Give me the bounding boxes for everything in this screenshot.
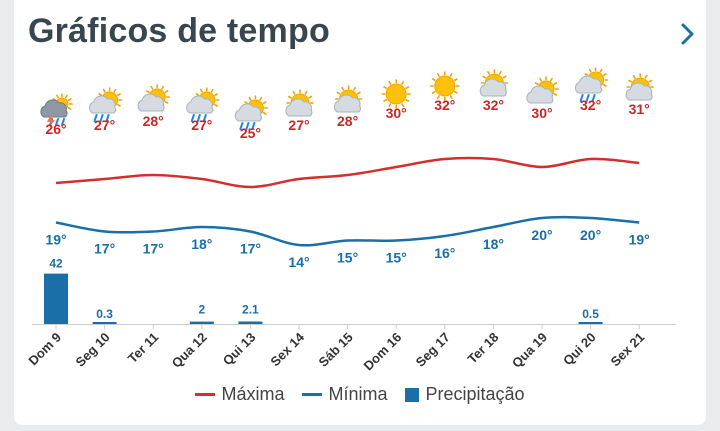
max-temp-label: 30° xyxy=(531,105,552,121)
sun-icon-7 xyxy=(381,79,412,109)
chevron-right-icon[interactable] xyxy=(674,20,702,48)
cloud-sun-icon-10 xyxy=(526,76,559,104)
partly-sunny-icon-12 xyxy=(625,73,655,101)
max-temp-label: 27° xyxy=(191,117,212,133)
partly-sunny-icon-6 xyxy=(333,85,363,113)
max-temp-label: 27° xyxy=(288,117,309,133)
precip-bar xyxy=(44,273,68,324)
legend-swatch-precip xyxy=(405,387,420,402)
x-tick-label: Seg 10 xyxy=(72,330,112,370)
chart-legend: Máxima Mínima Precipitação xyxy=(14,384,706,405)
precip-label: 0.3 xyxy=(96,307,113,321)
min-temp-label: 15° xyxy=(386,250,407,266)
max-temp-line xyxy=(55,156,640,189)
precip-bar xyxy=(238,321,263,324)
legend-item-precip[interactable]: Precipitação xyxy=(405,384,525,405)
x-tick-label: Qua 12 xyxy=(169,330,210,371)
min-temp-label: 18° xyxy=(483,236,504,252)
precip-bar xyxy=(578,322,603,324)
legend-item-min[interactable]: Mínima xyxy=(302,384,387,405)
max-temp-label: 31° xyxy=(629,101,650,117)
min-temp-label: 19° xyxy=(45,232,66,248)
min-temp-label: 19° xyxy=(629,232,650,248)
max-temp-label: 28° xyxy=(143,113,164,129)
x-tick-label: Seg 17 xyxy=(413,330,453,370)
min-temp-label: 20° xyxy=(580,227,601,243)
thunderstorm-icon-0 xyxy=(40,93,73,128)
legend-label-max: Máxima xyxy=(221,384,285,404)
partly-sunny-icon-5 xyxy=(285,89,314,117)
precip-label: 0.5 xyxy=(582,307,599,321)
min-temp-label: 18° xyxy=(191,236,212,252)
min-temp-label: 17° xyxy=(240,241,261,257)
x-tick-label: Sáb 15 xyxy=(315,330,355,370)
precip-bar xyxy=(189,321,214,324)
x-tick-label: Ter 11 xyxy=(125,330,162,367)
x-tick-label: Sex 21 xyxy=(608,330,648,370)
rain-sun-icon-4 xyxy=(234,95,269,130)
x-tick-label: Dom 16 xyxy=(361,330,405,374)
max-temp-label: 28° xyxy=(337,113,358,129)
legend-swatch-min xyxy=(302,393,323,396)
precip-label: 2 xyxy=(198,303,205,317)
rain-sun-icon-1 xyxy=(88,87,123,122)
min-temp-label: 14° xyxy=(288,254,309,270)
x-tick-label: Ter 18 xyxy=(465,330,502,367)
legend-item-max[interactable]: Máxima xyxy=(195,384,284,405)
x-tick-label: Dom 9 xyxy=(25,330,64,369)
precip-bar xyxy=(92,322,117,324)
precip-label: 2.1 xyxy=(242,302,259,316)
legend-label-min: Mínima xyxy=(328,384,388,404)
page-title: Gráficos de tempo xyxy=(28,12,330,50)
max-temp-label: 30° xyxy=(386,105,407,121)
x-tick-label: Sex 14 xyxy=(267,329,307,369)
max-temp-label: 32° xyxy=(483,97,504,113)
min-temp-label: 20° xyxy=(531,227,552,243)
legend-swatch-max xyxy=(195,393,216,396)
min-temp-line xyxy=(55,215,640,247)
rain-sun-icon-3 xyxy=(186,87,220,122)
max-temp-label: 26° xyxy=(45,121,66,137)
precip-label: 42 xyxy=(49,257,63,271)
legend-label-precip: Precipitação xyxy=(425,384,525,404)
sun-icon-8 xyxy=(429,71,460,101)
min-temp-label: 15° xyxy=(337,250,358,266)
min-temp-label: 17° xyxy=(143,241,164,257)
max-temp-label: 25° xyxy=(240,125,261,141)
cloud-sun-icon-2 xyxy=(137,84,170,112)
x-tick-label: Qua 19 xyxy=(509,330,550,371)
rain-sun-icon-11 xyxy=(574,67,609,102)
weather-chart-card: Gráficos de tempo 42 0.3 2 2.1 0.5 26° 27° 28° 2… xyxy=(14,0,706,425)
x-tick-label: Qui 20 xyxy=(560,330,599,369)
max-temp-label: 32° xyxy=(580,97,601,113)
min-temp-label: 16° xyxy=(434,245,455,261)
max-temp-label: 32° xyxy=(434,97,455,113)
max-temp-label: 27° xyxy=(94,117,115,133)
weather-chart: 42 0.3 2 2.1 0.5 26° 27° 28° 27° 25° 27° 28° 30° 32° 3… xyxy=(25,67,676,374)
min-temp-label: 17° xyxy=(94,241,115,257)
partly-sunny-icon-9 xyxy=(479,69,509,97)
x-tick-label: Qui 13 xyxy=(220,330,259,369)
